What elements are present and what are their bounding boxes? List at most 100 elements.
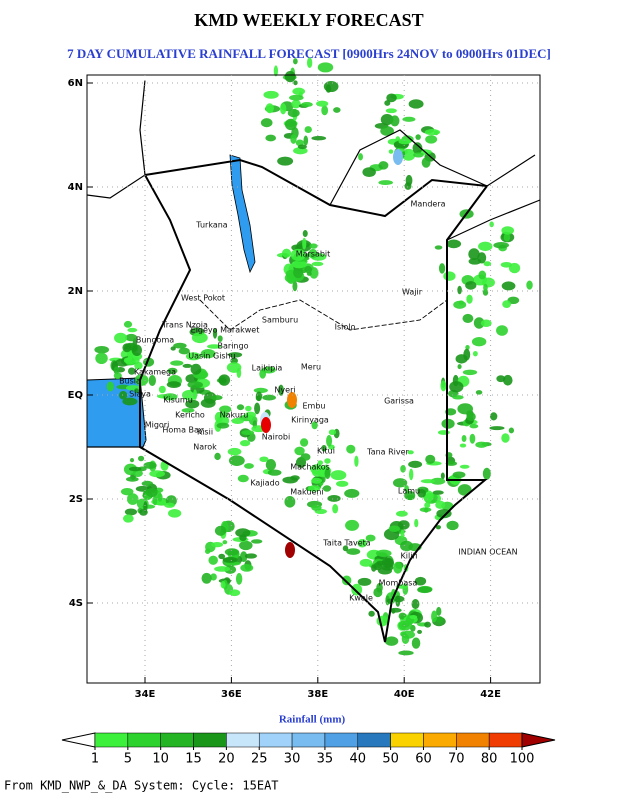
rain-patch bbox=[190, 363, 202, 375]
rain-patch bbox=[309, 243, 318, 249]
county-lines bbox=[199, 299, 448, 331]
place-name: Nyeri bbox=[274, 386, 295, 395]
rain-patch bbox=[344, 488, 360, 498]
rain-patch bbox=[212, 328, 218, 339]
rain-patch bbox=[304, 126, 312, 134]
rain-patch bbox=[496, 325, 508, 336]
colorbar-arrow bbox=[61, 732, 96, 748]
rain-patch bbox=[311, 136, 327, 141]
rain-patch bbox=[157, 493, 163, 502]
rain-patch bbox=[122, 514, 134, 523]
rain-patch bbox=[482, 467, 491, 480]
rain-patch bbox=[239, 540, 253, 551]
rain-patch bbox=[346, 548, 361, 555]
rain-patch bbox=[393, 561, 403, 574]
rain-patch bbox=[164, 502, 175, 508]
rain-patch bbox=[480, 319, 492, 327]
rain-patch bbox=[501, 433, 510, 443]
rain-patch bbox=[120, 487, 134, 496]
rain-patch bbox=[411, 637, 421, 649]
place-name: Narok bbox=[193, 443, 217, 452]
colorbar-label: 1 bbox=[91, 752, 99, 767]
rain-patch bbox=[414, 518, 419, 528]
rain-patch bbox=[178, 347, 190, 355]
rain-patch bbox=[501, 226, 515, 235]
rain-patch bbox=[388, 149, 394, 154]
rain-patch bbox=[187, 381, 203, 389]
rain-patch bbox=[332, 503, 339, 514]
rain-patch bbox=[226, 362, 242, 373]
rain-patch bbox=[316, 100, 329, 107]
rain-patch bbox=[152, 495, 158, 506]
map bbox=[86, 57, 541, 684]
rain-patch bbox=[214, 411, 224, 423]
rain-patch bbox=[306, 57, 313, 69]
rain-patch bbox=[222, 556, 238, 563]
colorbar-label: 5 bbox=[124, 752, 132, 767]
colorbar-label: 80 bbox=[481, 752, 498, 767]
rain-patch bbox=[224, 548, 240, 556]
place-name: Isiolo bbox=[335, 323, 356, 332]
rain-patch bbox=[478, 270, 487, 280]
place-name: Trans Nzoia bbox=[161, 321, 208, 330]
rain-patch bbox=[162, 393, 178, 401]
rain-patch bbox=[378, 180, 393, 186]
rain-patch bbox=[453, 300, 467, 309]
rain-patch bbox=[218, 374, 231, 386]
lon-tick-label: 40E bbox=[394, 689, 415, 700]
rain-patch bbox=[472, 350, 478, 357]
rain-patch bbox=[259, 456, 269, 463]
rain-patch bbox=[321, 105, 329, 116]
colorbar-label: 20 bbox=[218, 752, 235, 767]
rain-patch bbox=[125, 333, 138, 342]
lon-tick-label: 36E bbox=[221, 689, 242, 700]
rain-patch bbox=[231, 417, 244, 425]
rain-patch bbox=[457, 403, 474, 415]
rain-patch bbox=[185, 352, 202, 361]
rain-patch bbox=[468, 258, 482, 265]
rain-patch bbox=[302, 230, 308, 238]
rain-patch bbox=[440, 472, 445, 480]
lat-tick-label: 6N bbox=[68, 78, 83, 89]
place-name: Nairobi bbox=[262, 433, 290, 442]
rain-patch bbox=[465, 281, 477, 290]
colorbar-label: 50 bbox=[382, 752, 399, 767]
rain-patch bbox=[362, 167, 376, 178]
place-name: Embu bbox=[303, 402, 326, 411]
rain-patch bbox=[503, 233, 511, 242]
rain-patch bbox=[463, 348, 471, 361]
rain-patch bbox=[330, 470, 347, 481]
rain-patch bbox=[385, 108, 397, 114]
rain-patch bbox=[440, 380, 447, 392]
rain-patch bbox=[386, 93, 397, 103]
place-name: Machakos bbox=[290, 463, 330, 472]
rain-patch bbox=[417, 488, 426, 498]
rain-patch bbox=[299, 438, 309, 447]
rain-patch bbox=[383, 558, 395, 568]
rain-patch bbox=[469, 433, 476, 444]
rain-patch bbox=[228, 352, 243, 358]
place-name: Kwale bbox=[349, 594, 373, 603]
place-name: INDIAN OCEAN bbox=[458, 548, 517, 557]
rain-patch bbox=[365, 534, 376, 542]
rain-patch bbox=[148, 375, 156, 387]
place-name: Uasin Gishu bbox=[188, 352, 236, 361]
colorbar-segment bbox=[423, 732, 457, 748]
rain-patch bbox=[185, 399, 200, 409]
rain-patch bbox=[308, 248, 318, 259]
rain-patch bbox=[219, 405, 232, 414]
rain-patch bbox=[311, 421, 318, 430]
rain-patch bbox=[475, 390, 483, 395]
place-name: Mandera bbox=[410, 200, 445, 209]
rain-patch bbox=[287, 392, 297, 408]
rain-patch bbox=[241, 430, 255, 436]
rain-patch bbox=[411, 598, 420, 610]
rain-patch bbox=[502, 374, 513, 386]
rain-patch bbox=[244, 463, 254, 469]
rain-patch bbox=[255, 391, 263, 402]
rain-patch bbox=[345, 519, 360, 531]
rain-patch bbox=[333, 107, 341, 113]
rain-patch bbox=[124, 356, 136, 365]
rain-patch bbox=[404, 485, 409, 493]
rain-patch bbox=[106, 381, 114, 392]
